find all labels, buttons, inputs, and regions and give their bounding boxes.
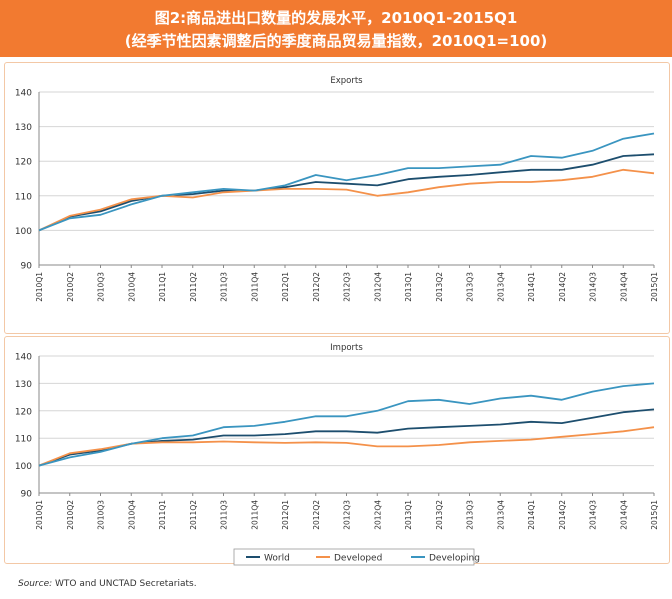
x-tick-label-2010Q4: 2010Q4 [127, 272, 136, 302]
imports-panel [4, 336, 670, 564]
x-tick-label-2013Q1: 2013Q1 [404, 500, 413, 530]
series-line-world [38, 153, 655, 232]
series-line-developed [38, 426, 655, 467]
x-tick-label-2014Q2: 2014Q2 [558, 272, 567, 302]
x-tick-label-2014Q2: 2014Q2 [558, 500, 567, 530]
y-tick-label-140: 140 [15, 353, 32, 363]
x-tick-label-2013Q3: 2013Q3 [466, 272, 475, 302]
x-tick-label-2011Q4: 2011Q4 [250, 500, 259, 530]
x-tick-label-2014Q4: 2014Q4 [619, 272, 628, 302]
x-tick-label-2012Q4: 2012Q4 [373, 272, 382, 302]
x-tick-label-2011Q2: 2011Q2 [189, 272, 198, 302]
chart-subtitle: (经季节性因素调整后的季度商品贸易量指数，2010Q1=100) [124, 32, 548, 50]
y-tick-label-120: 120 [15, 407, 32, 417]
legend-label-world: World [264, 554, 290, 564]
x-tick-label-2014Q1: 2014Q1 [527, 272, 536, 302]
x-tick-label-2012Q4: 2012Q4 [373, 500, 382, 530]
x-tick-label-2011Q3: 2011Q3 [220, 272, 229, 302]
plot-title: Imports [330, 343, 363, 353]
y-tick-label-110: 110 [15, 192, 32, 202]
title-banner: 图2:商品进出口数量的发展水平，2010Q1-2015Q1 (经季节性因素调整后… [0, 0, 672, 57]
x-tick-label-2014Q3: 2014Q3 [589, 272, 598, 302]
y-tick-label-130: 130 [15, 380, 32, 390]
series-line-developed [38, 168, 655, 232]
x-tick-label-2015Q1: 2015Q1 [650, 272, 659, 302]
x-tick-label-2014Q4: 2014Q4 [619, 500, 628, 530]
x-tick-label-2012Q1: 2012Q1 [281, 500, 290, 530]
x-tick-label-2013Q1: 2013Q1 [404, 272, 413, 302]
x-tick-label-2011Q4: 2011Q4 [250, 272, 259, 302]
x-tick-label-2014Q1: 2014Q1 [527, 500, 536, 530]
x-tick-label-2010Q3: 2010Q3 [97, 272, 106, 302]
x-tick-label-2013Q4: 2013Q4 [496, 272, 505, 302]
x-tick-label-2010Q4: 2010Q4 [127, 500, 136, 530]
y-tick-label-90: 90 [21, 490, 33, 500]
y-tick-label-100: 100 [15, 462, 32, 472]
x-tick-label-2010Q2: 2010Q2 [66, 500, 75, 530]
chart-title: 图2:商品进出口数量的发展水平，2010Q1-2015Q1 [154, 9, 518, 27]
x-tick-label-2012Q2: 2012Q2 [312, 272, 321, 302]
x-tick-label-2011Q3: 2011Q3 [220, 500, 229, 530]
y-tick-label-140: 140 [15, 89, 32, 99]
x-tick-label-2011Q1: 2011Q1 [158, 272, 167, 302]
y-tick-label-110: 110 [15, 435, 32, 445]
x-tick-label-2010Q2: 2010Q2 [66, 272, 75, 302]
exports-panel [4, 62, 670, 334]
x-tick-label-2010Q1: 2010Q1 [35, 500, 44, 530]
y-tick-label-100: 100 [15, 227, 32, 237]
x-tick-label-2010Q1: 2010Q1 [35, 272, 44, 302]
x-tick-label-2012Q3: 2012Q3 [343, 500, 352, 530]
x-tick-label-2011Q2: 2011Q2 [189, 500, 198, 530]
legend-label-developed: Developed [334, 554, 382, 564]
x-tick-label-2015Q1: 2015Q1 [650, 500, 659, 530]
source-text: WTO and UNCTAD Secretariats. [52, 579, 197, 589]
y-tick-label-130: 130 [15, 123, 32, 133]
x-tick-label-2013Q2: 2013Q2 [435, 272, 444, 302]
y-tick-label-90: 90 [21, 262, 33, 272]
source-note: Source: WTO and UNCTAD Secretariats. [18, 579, 197, 589]
imports-chart: Imports 90 100 110 120 130 140 2010Q1 2010Q2 2010… [15, 343, 659, 566]
x-tick-label-2013Q4: 2013Q4 [496, 500, 505, 530]
x-tick-label-2012Q2: 2012Q2 [312, 500, 321, 530]
plot-title: Exports [330, 76, 363, 86]
legend-label-developing: Developing [429, 554, 480, 564]
x-tick-label-2012Q1: 2012Q1 [281, 272, 290, 302]
x-tick-label-2012Q3: 2012Q3 [343, 272, 352, 302]
source-label: Source: [18, 579, 53, 589]
x-tick-label-2010Q3: 2010Q3 [97, 500, 106, 530]
x-tick-label-2014Q3: 2014Q3 [589, 500, 598, 530]
y-tick-label-120: 120 [15, 158, 32, 168]
x-tick-label-2013Q2: 2013Q2 [435, 500, 444, 530]
exports-chart: Exports 90 100 110 120 130 140 2010Q1 2010Q2 2010… [15, 76, 659, 302]
x-tick-label-2011Q1: 2011Q1 [158, 500, 167, 530]
series-line-developing [38, 132, 655, 232]
series-line-developing [38, 382, 655, 467]
legend-box [233, 548, 475, 566]
x-tick-label-2013Q3: 2013Q3 [466, 500, 475, 530]
